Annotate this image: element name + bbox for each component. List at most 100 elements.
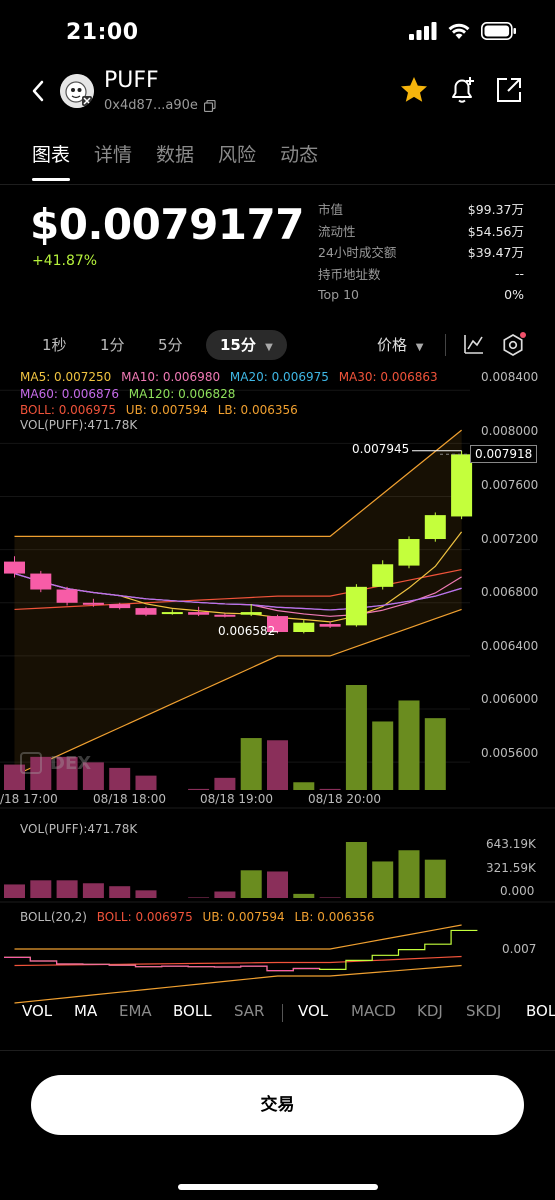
candle-body	[56, 589, 78, 603]
volume-bar	[319, 788, 341, 790]
candle-body	[214, 614, 236, 617]
interval-1m[interactable]: 1分	[100, 336, 125, 354]
y-tick-label: 0.007200	[481, 532, 539, 546]
candle-body	[30, 573, 52, 590]
indicator-vol[interactable]: VOL	[22, 1002, 53, 1020]
volume-bar	[345, 685, 367, 790]
status-icons	[409, 22, 517, 40]
sub-volume-bar	[398, 850, 420, 898]
interval-15m[interactable]: 15分 ▼	[206, 330, 287, 360]
tab-activity[interactable]: 动态	[280, 144, 319, 166]
chart-canvas[interactable]	[0, 362, 555, 1022]
x-tick-label: /18 17:00	[0, 792, 58, 806]
stat-row-market-cap: 市值 $99.37万	[318, 198, 524, 220]
indicator-kdj[interactable]: KDJ	[417, 1002, 443, 1020]
copy-icon[interactable]	[203, 99, 216, 112]
chevron-down-icon: ▼	[415, 342, 424, 353]
volume-bar	[372, 721, 394, 790]
ma10-legend: MA10: 0.006980	[121, 370, 221, 384]
sub-volume-bar	[30, 880, 52, 898]
indicator-skdj[interactable]: SKDJ	[466, 1002, 502, 1020]
kline-chart[interactable]: MA5: 0.007250 MA10: 0.006980 MA20: 0.006…	[0, 362, 555, 1022]
stat-row-volume-24h: 24小时成交额 $39.47万	[318, 241, 524, 263]
tab-risk[interactable]: 风险	[218, 144, 257, 166]
star-icon[interactable]	[398, 74, 430, 106]
sub-boll-lower	[14, 964, 462, 1004]
price-selector-label: 价格	[377, 336, 408, 354]
indicator-ma[interactable]: MA	[74, 1002, 98, 1020]
sub-volume-bar	[214, 891, 236, 898]
sub-volume-bar	[56, 880, 78, 898]
indicator-icon[interactable]	[462, 332, 486, 356]
settings-icon[interactable]	[500, 332, 526, 358]
volume-bar	[267, 740, 288, 790]
share-icon[interactable]	[493, 74, 525, 106]
ma60-line	[14, 572, 462, 611]
tab-chart[interactable]: 图表	[32, 140, 71, 181]
y-tick-label: 0.006800	[481, 585, 539, 599]
interval-1s[interactable]: 1秒	[42, 336, 67, 354]
y-tick-label: 0.006000	[481, 692, 539, 706]
token-address-row: 0x4d87...a90e	[104, 98, 216, 113]
volume-bar	[424, 718, 446, 790]
home-indicator	[178, 1184, 378, 1190]
candle-body	[372, 564, 394, 587]
stat-label: 市值	[318, 202, 344, 218]
ma20-legend: MA20: 0.006975	[229, 370, 329, 384]
interval-15m-label: 15分	[220, 336, 256, 354]
volume-bar	[109, 767, 131, 790]
indicator-divider	[282, 1004, 283, 1022]
ub-legend: UB: 0.007594	[125, 403, 208, 417]
indicator-sar[interactable]: SAR	[234, 1002, 265, 1020]
indicator-divider-line	[0, 1050, 555, 1051]
vol-axis-label: 0.000	[500, 884, 535, 898]
stat-label: 流动性	[318, 223, 356, 239]
y-tick-label: 0.005600	[481, 746, 539, 760]
indicator-sub-vol[interactable]: VOL	[298, 1002, 329, 1020]
ma-legend-row-1: MA5: 0.007250 MA10: 0.006980 MA20: 0.006…	[20, 370, 444, 384]
add-alert-icon[interactable]	[446, 74, 478, 106]
volume-bar	[293, 782, 315, 790]
indicator-macd[interactable]: MACD	[351, 1002, 396, 1020]
puff-logo-icon	[60, 74, 94, 108]
volume-bar	[56, 756, 78, 790]
sub-volume-bar	[4, 884, 25, 898]
y-tick-label: 0.008400	[481, 370, 539, 384]
stat-value: $99.37万	[467, 202, 524, 218]
price-selector[interactable]: 价格 ▼	[377, 330, 424, 363]
interval-5m[interactable]: 5分	[158, 336, 183, 354]
wifi-icon	[448, 23, 470, 39]
sub-boll-legend: BOLL(20,2) BOLL: 0.006975 UB: 0.007594 L…	[20, 910, 381, 924]
candle-body	[451, 454, 473, 517]
indicator-boll[interactable]: BOLL	[173, 1002, 212, 1020]
status-time: 21:00	[66, 20, 139, 45]
sub-volume-bar	[135, 890, 157, 898]
tab-data[interactable]: 数据	[156, 144, 195, 166]
stat-label: 24小时成交额	[318, 245, 397, 261]
candle-body	[4, 561, 25, 574]
indicator-tabs: VOL MA EMA BOLL SAR VOL MACD KDJ SKDJ BO…	[0, 1002, 555, 1026]
stat-row-holders: 持币地址数 --	[318, 263, 524, 285]
candle-body	[345, 586, 367, 626]
status-bar: 21:00	[0, 0, 555, 64]
boll-legend: BOLL: 0.006975	[20, 403, 116, 417]
tab-details[interactable]: 详情	[94, 144, 133, 166]
header: PUFF 0x4d87...a90e	[0, 64, 555, 124]
indicator-ema[interactable]: EMA	[119, 1002, 152, 1020]
sub-volume-bar	[372, 861, 394, 898]
sub-volume-bar	[109, 886, 131, 898]
indicator-boll-sub[interactable]: BOL	[526, 1002, 555, 1020]
candle-body	[161, 612, 183, 615]
candle-body	[398, 539, 420, 566]
watermark-text: DEX	[50, 752, 92, 774]
tabs-divider	[0, 184, 555, 185]
trade-button[interactable]: 交易	[31, 1075, 524, 1135]
back-icon[interactable]	[24, 76, 54, 106]
candle-body	[135, 608, 157, 615]
volume-bar	[240, 738, 262, 790]
ma5-legend: MA5: 0.007250	[20, 370, 112, 384]
sub-volume-bar	[82, 883, 104, 898]
x-tick-label: 08/18 19:00	[200, 792, 273, 806]
token-avatar	[60, 74, 94, 108]
stat-row-top10: Top 10 0%	[318, 284, 524, 306]
